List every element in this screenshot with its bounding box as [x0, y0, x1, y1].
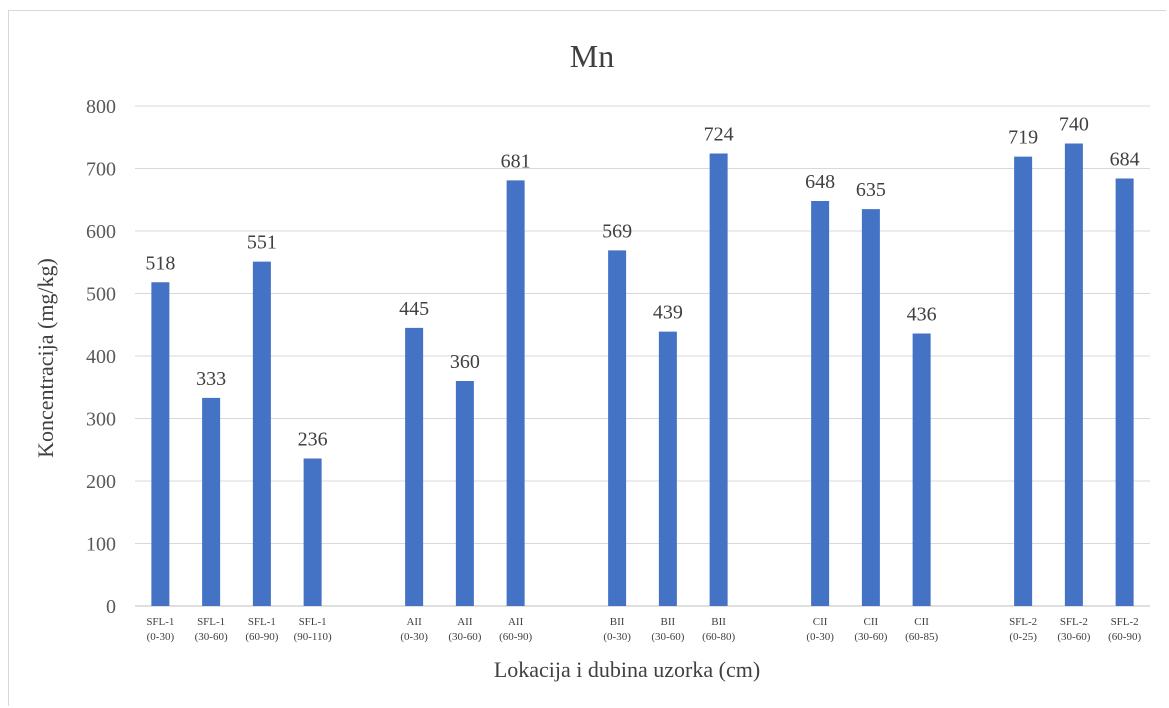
y-tick-label: 700 — [86, 159, 116, 181]
bar — [811, 201, 830, 606]
gridlines — [135, 105, 1150, 607]
x-tick-depth-label: (0-30) — [603, 631, 631, 643]
chart-title: Mn — [570, 38, 614, 74]
x-tick-label: AII — [457, 616, 473, 628]
x-tick-label: BII — [610, 616, 625, 628]
x-tick-label: SFL-2 — [1060, 616, 1088, 628]
y-tick-label: 600 — [86, 221, 116, 243]
y-tick-label: 800 — [86, 96, 116, 118]
x-tick-label: SFL-2 — [1111, 616, 1139, 628]
x-tick-label: SFL-1 — [299, 616, 327, 628]
x-tick-label: AII — [508, 616, 524, 628]
data-label: 551 — [247, 232, 277, 254]
y-tick-label: 500 — [86, 284, 116, 306]
y-tick-label: 200 — [86, 471, 116, 493]
bar — [1064, 143, 1083, 606]
data-label: 635 — [856, 179, 886, 201]
x-tick-label: SFL-2 — [1009, 616, 1037, 628]
x-tick-depth-label: (60-90) — [499, 631, 532, 643]
x-tick-label: CII — [813, 616, 828, 628]
data-label: 684 — [1110, 149, 1140, 171]
data-label: 436 — [907, 304, 937, 326]
data-label: 333 — [196, 368, 226, 390]
data-label: 518 — [145, 252, 175, 274]
bar — [861, 209, 880, 606]
bar — [709, 153, 728, 606]
x-axis-ticks: SFL-1 (0-30) SFL-1 (30-60) SFL-1 (60-90) SFL-1… — [146, 616, 1141, 643]
data-label: 236 — [298, 429, 328, 451]
x-tick-depth-label: (0-30) — [806, 631, 834, 643]
x-tick-depth-label: (60-90) — [245, 631, 278, 643]
x-tick-depth-label: (30-60) — [448, 631, 481, 643]
x-tick-label: SFL-1 — [146, 616, 174, 628]
bar — [608, 250, 627, 606]
chart-frame — [8, 10, 1166, 706]
bar — [506, 180, 525, 606]
data-label: 360 — [450, 351, 480, 373]
y-axis-title: Koncentracija (mg/kg) — [33, 258, 58, 458]
data-label: 439 — [653, 302, 683, 324]
x-tick-label: SFL-1 — [248, 616, 276, 628]
x-tick-depth-label: (60-90) — [1108, 631, 1141, 643]
y-tick-label: 100 — [86, 534, 116, 556]
data-labels: 518 333 551 236 445 360 681 569 439 724 648 635 436 7… — [145, 114, 1139, 451]
x-tick-depth-label: (0-25) — [1009, 631, 1037, 643]
bar — [912, 333, 931, 606]
data-label: 445 — [399, 298, 429, 320]
data-label: 719 — [1008, 127, 1038, 149]
x-tick-label: BII — [711, 616, 726, 628]
bar — [405, 327, 424, 606]
x-tick-depth-label: (60-80) — [702, 631, 735, 643]
x-tick-depth-label: (60-85) — [905, 631, 938, 643]
data-label: 740 — [1059, 114, 1089, 136]
data-label: 681 — [501, 150, 531, 172]
x-tick-depth-label: (0-30) — [147, 631, 175, 643]
y-tick-label: 400 — [86, 346, 116, 368]
x-tick-label: AII — [406, 616, 422, 628]
bar — [151, 282, 170, 606]
x-tick-depth-label: (0-30) — [400, 631, 428, 643]
x-tick-depth-label: (90-110) — [294, 631, 332, 643]
x-tick-depth-label: (30-60) — [1057, 631, 1090, 643]
y-axis-ticks: 0 100 200 300 400 500 600 700 800 — [86, 96, 116, 618]
x-tick-label: CII — [864, 616, 879, 628]
bars — [151, 143, 1134, 606]
x-tick-label: BII — [661, 616, 676, 628]
bar — [1014, 156, 1033, 606]
x-tick-depth-label: (30-60) — [651, 631, 684, 643]
data-label: 724 — [704, 124, 734, 146]
y-tick-label: 300 — [86, 409, 116, 431]
data-label: 648 — [805, 171, 835, 193]
x-tick-depth-label: (30-60) — [195, 631, 228, 643]
x-tick-label: SFL-1 — [197, 616, 225, 628]
data-label: 569 — [602, 220, 632, 242]
x-axis-title: Lokacija i dubina uzorka (cm) — [494, 657, 760, 682]
bar — [202, 397, 221, 606]
bar — [252, 261, 271, 606]
bar — [1115, 178, 1134, 606]
bar — [303, 458, 322, 606]
bar — [455, 381, 474, 606]
y-tick-label: 0 — [106, 596, 116, 618]
x-tick-label: CII — [914, 616, 929, 628]
x-tick-depth-label: (30-60) — [854, 631, 887, 643]
bar — [658, 331, 677, 606]
